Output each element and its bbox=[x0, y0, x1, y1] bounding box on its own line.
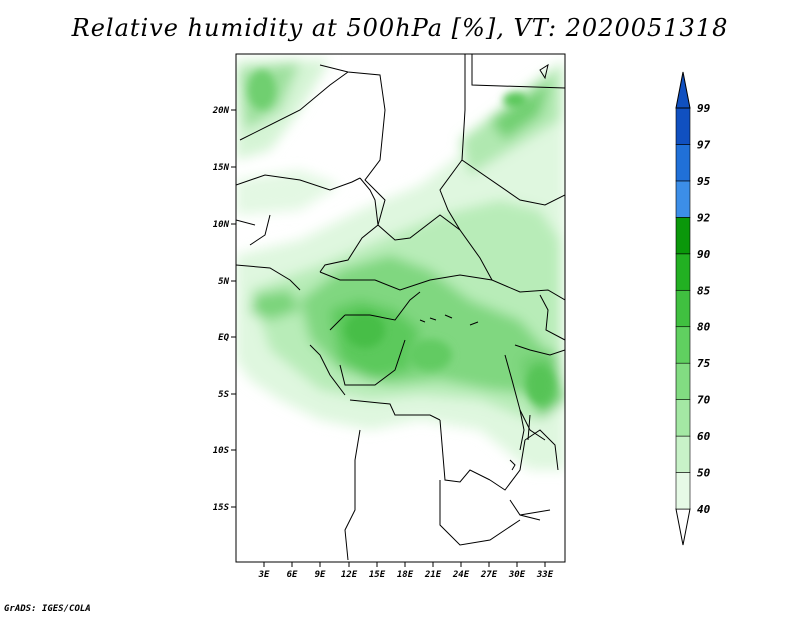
lat-tick-label: 5S bbox=[218, 390, 229, 400]
colorbar-label: 80 bbox=[697, 321, 711, 334]
colorbar-label: 85 bbox=[697, 284, 711, 297]
colorbar-label: 50 bbox=[697, 467, 711, 480]
lat-tick-label: 10S bbox=[213, 446, 230, 456]
colorbar-swatch bbox=[675, 144, 691, 182]
colorbar-label: 60 bbox=[697, 430, 711, 443]
lat-tick-label: 10N bbox=[213, 220, 230, 230]
lat-tick-label: EQ bbox=[218, 333, 229, 343]
colorbar-swatch bbox=[675, 217, 691, 255]
page-title: Relative humidity at 500hPa [%], VT: 202… bbox=[71, 14, 729, 42]
lon-tick-label: 21E bbox=[424, 570, 442, 580]
lon-tick-label: 12E bbox=[341, 570, 358, 580]
colorbar-label: 70 bbox=[697, 394, 711, 407]
colorbar-swatch bbox=[675, 435, 691, 473]
lon-tick-label: 3E bbox=[258, 570, 270, 580]
colorbar-label: 92 bbox=[697, 211, 711, 224]
lon-tick-label: 24E bbox=[452, 570, 470, 580]
lon-tick-label: 33E bbox=[536, 570, 554, 580]
colorbar-lower-arrow bbox=[675, 508, 691, 546]
footer-credit: GrADS: IGES/COLA bbox=[4, 604, 91, 614]
lon-tick-label: 30E bbox=[508, 570, 526, 580]
colorbar-label: 95 bbox=[697, 175, 711, 188]
lat-tick-label: 5N bbox=[218, 277, 229, 287]
colorbar-swatch bbox=[675, 253, 691, 291]
colorbar-swatch bbox=[675, 399, 691, 437]
colorbar-label: 75 bbox=[697, 357, 711, 370]
lon-tick-label: 18E bbox=[397, 570, 414, 580]
colorbar-swatch bbox=[675, 326, 691, 364]
lat-tick-label: 15N bbox=[213, 163, 230, 173]
latitude-axis: 20N 15N 10N 5N EQ 5S 10S 15S bbox=[212, 106, 236, 513]
colorbar: 40 50 60 70 75 80 85 90 92 95 97 99 bbox=[675, 71, 711, 546]
colorbar-swatch bbox=[675, 362, 691, 400]
colorbar-swatch bbox=[675, 180, 691, 218]
humidity-shading bbox=[236, 54, 565, 562]
colorbar-swatch bbox=[675, 472, 691, 510]
colorbar-label: 40 bbox=[697, 503, 711, 516]
colorbar-swatch bbox=[675, 289, 691, 328]
colorbar-label: 99 bbox=[697, 102, 711, 115]
lon-tick-label: 6E bbox=[287, 570, 298, 580]
colorbar-label: 97 bbox=[697, 138, 711, 151]
colorbar-label: 90 bbox=[697, 248, 711, 261]
country-borders bbox=[236, 54, 565, 561]
colorbar-upper-arrow bbox=[675, 71, 691, 109]
lon-tick-label: 15E bbox=[369, 570, 386, 580]
lon-tick-label: 27E bbox=[480, 570, 498, 580]
colorbar-swatch bbox=[675, 107, 691, 145]
lon-tick-label: 9E bbox=[315, 570, 326, 580]
longitude-axis: 3E 6E 9E 12E 15E 18E 21E 24E 27E 30E 33E bbox=[258, 562, 554, 580]
lat-tick-label: 15S bbox=[213, 503, 230, 513]
plot-frame bbox=[235, 53, 566, 563]
lat-tick-label: 20N bbox=[212, 106, 230, 116]
